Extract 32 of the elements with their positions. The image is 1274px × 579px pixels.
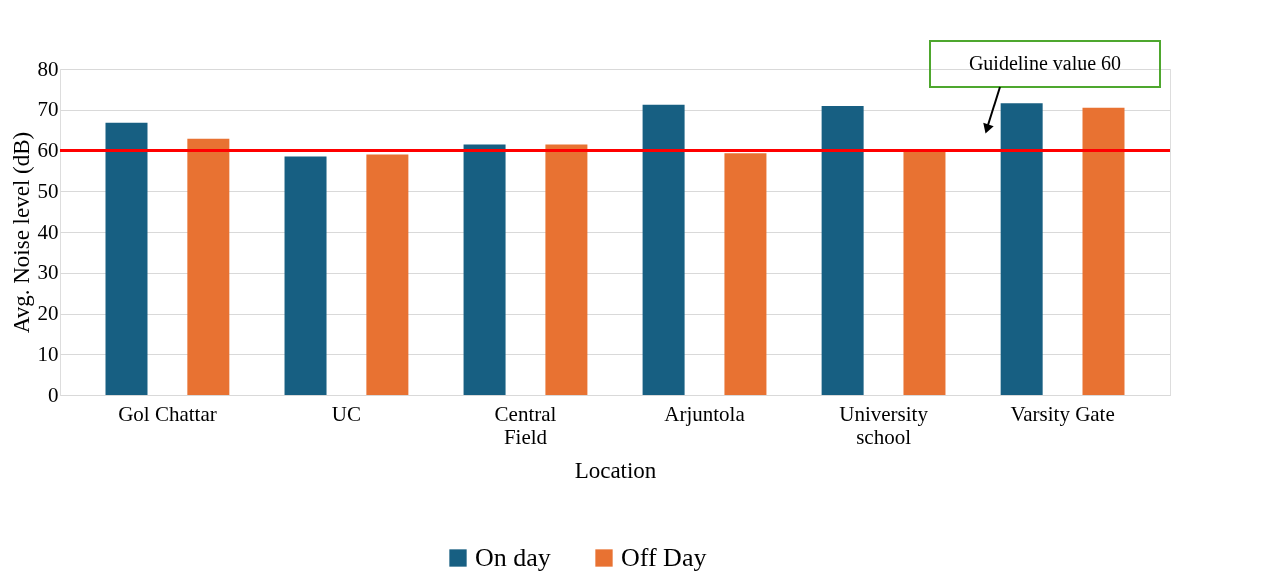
y-tick-label: 60	[37, 138, 59, 162]
y-axis-title: Avg. Noise level (dB)	[8, 131, 34, 334]
y-tick-label: 70	[37, 97, 59, 122]
bar	[284, 156, 327, 395]
x-tick-label: UC	[331, 401, 362, 426]
bar	[1000, 103, 1043, 395]
bar	[545, 144, 588, 395]
bar	[642, 104, 685, 395]
x-tick-label: Varsity Gate	[1010, 401, 1115, 426]
legend-label: Off Day	[621, 543, 707, 572]
y-tick-label: 30	[37, 260, 59, 285]
annotation: Guideline value 60	[968, 52, 1122, 74]
bar	[724, 153, 767, 395]
y-tick-label: 50	[37, 178, 59, 203]
bar	[463, 144, 506, 395]
y-tick-label: 10	[37, 341, 59, 366]
legend-label: On day	[475, 543, 551, 572]
x-tick-label: Central Field	[494, 401, 557, 449]
x-axis-title: Location	[574, 457, 657, 483]
bar	[903, 150, 946, 395]
bar	[105, 122, 148, 395]
bar	[187, 138, 230, 395]
x-tick-label: Arjuntola	[664, 401, 746, 426]
y-tick-label: 0	[48, 382, 59, 407]
bar	[821, 106, 864, 395]
x-tick-label: University school	[839, 401, 929, 449]
bar	[1082, 107, 1125, 395]
x-tick-label: Gol Chattar	[118, 401, 217, 426]
y-tick-label: 80	[37, 56, 59, 81]
y-tick-label: 20	[37, 301, 59, 325]
bar	[366, 154, 409, 395]
y-tick-label: 40	[37, 219, 59, 244]
